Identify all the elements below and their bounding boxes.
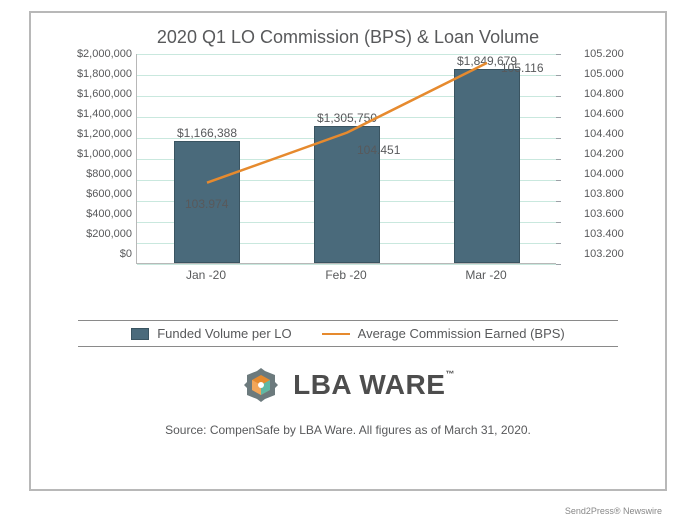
bar-swatch-icon (131, 328, 149, 340)
y-right-tick (556, 75, 561, 76)
y-right-tick-label: 104.400 (584, 129, 640, 139)
y-right-tick-label: 105.000 (584, 69, 640, 79)
footer-credit: Send2Press® Newswire (565, 506, 662, 516)
line-value-label: 105.116 (501, 61, 544, 75)
legend-bar-label: Funded Volume per LO (157, 326, 291, 341)
legend-line-label: Average Commission Earned (BPS) (358, 326, 565, 341)
x-tick-label: Jan -20 (136, 268, 276, 282)
y-right-tick-label: 103.200 (584, 249, 640, 259)
legend-item-bar: Funded Volume per LO (131, 326, 291, 341)
line-value-label: 104.451 (357, 143, 400, 157)
y-left-tick-label: $0 (64, 249, 132, 259)
line-swatch-icon (322, 333, 350, 335)
x-tick-label: Feb -20 (276, 268, 416, 282)
y-right-tick-label: 104.000 (584, 169, 640, 179)
grid-line (137, 264, 556, 265)
y-right-tick-label: 105.200 (584, 49, 640, 59)
legend-item-line: Average Commission Earned (BPS) (322, 326, 565, 341)
y-right-tick-label: 103.800 (584, 189, 640, 199)
y-left-tick-label: $1,200,000 (64, 129, 132, 139)
y-right-tick (556, 243, 561, 244)
y-left-tick-label: $1,800,000 (64, 69, 132, 79)
y-right-tick-label: 103.400 (584, 229, 640, 239)
y-right-tick (556, 54, 561, 55)
y-left-tick-label: $400,000 (64, 209, 132, 219)
y-left-tick-label: $200,000 (64, 229, 132, 239)
gear-icon (241, 365, 281, 405)
y-axis-right-labels: 105.200105.000104.800104.600104.400104.2… (584, 54, 640, 264)
y-axis-left-labels: $2,000,000$1,800,000$1,600,000$1,400,000… (64, 54, 132, 264)
source-caption: Source: CompenSafe by LBA Ware. All figu… (31, 423, 665, 437)
y-right-tick (556, 180, 561, 181)
y-right-tick-label: 103.600 (584, 209, 640, 219)
y-right-tick-label: 104.800 (584, 89, 640, 99)
y-right-tick (556, 138, 561, 139)
chart-title: 2020 Q1 LO Commission (BPS) & Loan Volum… (31, 27, 665, 48)
y-right-tick-label: 104.200 (584, 149, 640, 159)
chart-legend: Funded Volume per LO Average Commission … (78, 320, 618, 347)
y-left-tick-label: $1,600,000 (64, 89, 132, 99)
y-right-tick (556, 264, 561, 265)
y-left-tick-label: $1,400,000 (64, 109, 132, 119)
y-left-tick-label: $800,000 (64, 169, 132, 179)
x-axis-labels: Jan -20Feb -20Mar -20 (136, 268, 556, 282)
y-left-tick-label: $600,000 (64, 189, 132, 199)
line-series (137, 54, 556, 263)
y-right-tick (556, 222, 561, 223)
y-right-tick (556, 96, 561, 97)
logo-text: LBA WARE™ (293, 369, 455, 401)
y-right-tick (556, 159, 561, 160)
trademark-icon: ™ (445, 369, 455, 379)
y-right-tick (556, 201, 561, 202)
y-right-tick-label: 104.600 (584, 109, 640, 119)
y-left-tick-label: $1,000,000 (64, 149, 132, 159)
y-right-tick (556, 117, 561, 118)
x-tick-label: Mar -20 (416, 268, 556, 282)
logo: LBA WARE™ (31, 365, 665, 405)
y-left-tick-label: $2,000,000 (64, 49, 132, 59)
chart-card: 2020 Q1 LO Commission (BPS) & Loan Volum… (29, 11, 667, 491)
chart-area: $2,000,000$1,800,000$1,600,000$1,400,000… (68, 54, 628, 286)
line-value-label: 103.974 (185, 197, 228, 211)
chart-plot: $1,166,388$1,305,750$1,849,679103.974104… (136, 54, 556, 264)
